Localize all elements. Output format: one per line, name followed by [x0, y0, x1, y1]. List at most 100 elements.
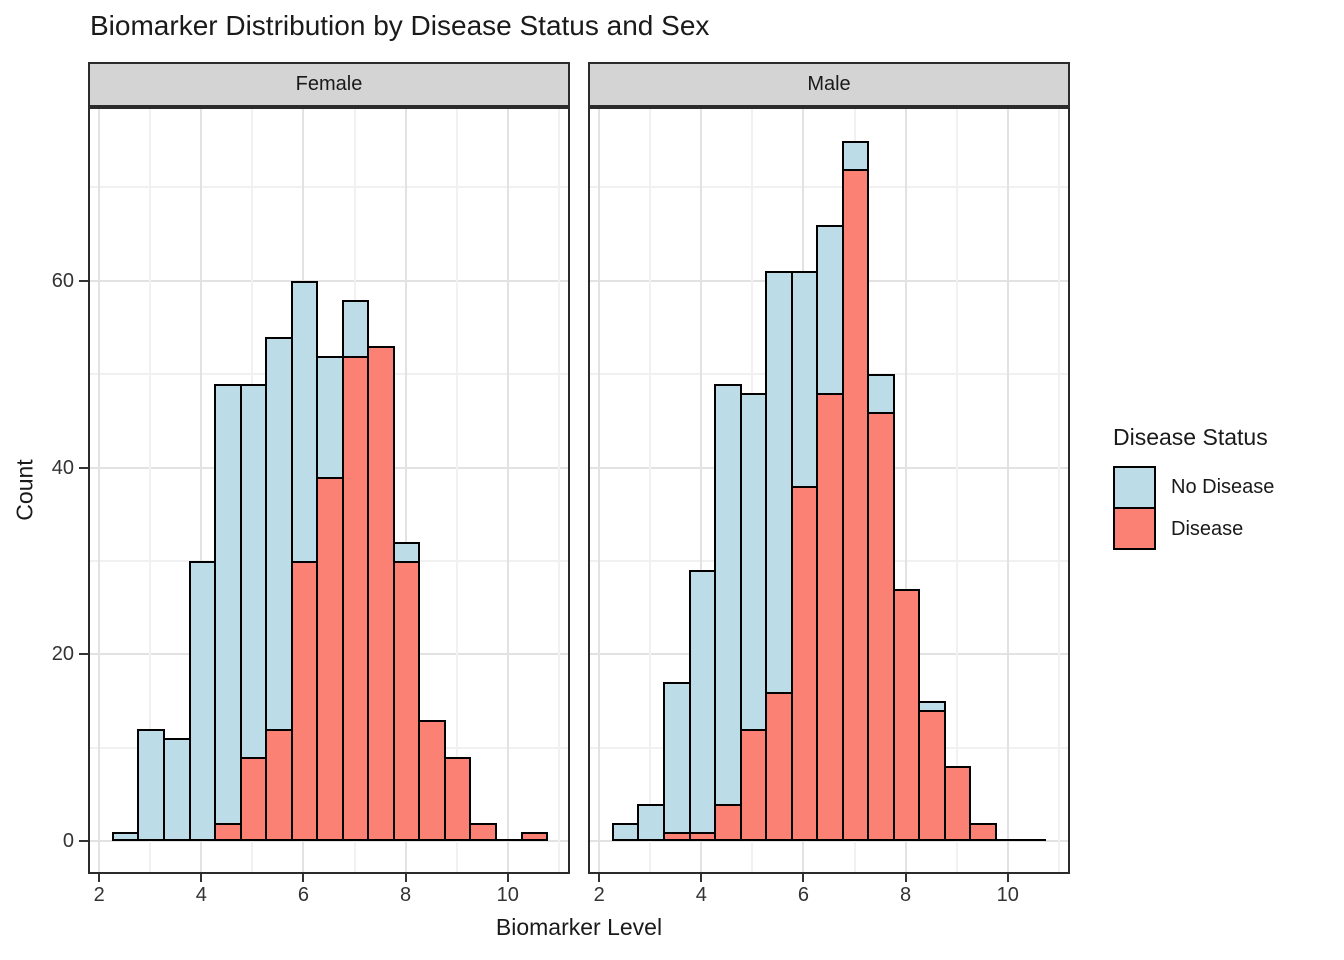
histogram-bar	[765, 691, 793, 842]
major-gridline-x	[506, 109, 509, 872]
histogram-bar	[443, 757, 472, 842]
histogram-bar	[137, 729, 166, 842]
x-tick-mark	[98, 874, 101, 882]
legend: Disease Status No Disease Disease	[1113, 424, 1274, 550]
histogram-bar-zero	[994, 839, 1021, 842]
histogram-bar	[943, 766, 972, 842]
legend-title: Disease Status	[1113, 424, 1268, 450]
y-tick-label: 0	[62, 830, 74, 853]
x-tick-mark	[506, 874, 509, 882]
no-disease-swatch-icon	[1113, 466, 1156, 509]
histogram-bar	[714, 803, 742, 842]
facet-strip-label: Female	[295, 73, 363, 95]
histogram-bar	[867, 411, 895, 842]
y-tick-label: 40	[51, 456, 74, 479]
y-axis-title: Count	[11, 459, 38, 521]
histogram-bar	[611, 822, 640, 842]
histogram-bar	[469, 822, 497, 842]
histogram-bar	[663, 831, 691, 842]
histogram-bar	[111, 831, 140, 842]
histogram-bar	[341, 355, 370, 842]
disease-swatch-icon	[1113, 509, 1156, 550]
legend-item-disease: Disease	[1113, 509, 1274, 550]
histogram-bar	[714, 383, 742, 842]
histogram-bar	[214, 822, 242, 842]
major-gridline-x	[404, 109, 407, 872]
x-tick-label: 4	[195, 884, 207, 906]
x-tick-mark	[1006, 874, 1009, 882]
major-gridline-y	[90, 840, 568, 843]
x-tick-label: 8	[400, 884, 412, 906]
histogram-bar	[265, 729, 293, 842]
x-tick-mark	[302, 874, 305, 882]
x-tick-label: 6	[297, 884, 310, 906]
minor-gridline-y	[590, 186, 1068, 189]
major-gridline-x	[98, 109, 101, 872]
y-tick-label: 20	[51, 643, 74, 666]
histogram-bar	[688, 831, 717, 842]
minor-gridline-x	[149, 109, 152, 872]
y-tick-mark	[79, 466, 88, 469]
histogram-bar	[841, 168, 870, 842]
histogram-bar	[637, 803, 666, 842]
histogram-bar	[918, 710, 946, 842]
x-tick-label: 8	[900, 884, 912, 906]
major-gridline-x	[200, 109, 203, 872]
minor-gridline-x	[557, 109, 560, 872]
legend-item-label: Disease	[1171, 518, 1244, 540]
major-gridline-y	[90, 279, 568, 282]
major-gridline-y	[590, 840, 1068, 843]
chart-title: Biomarker Distribution by Disease Status…	[90, 10, 710, 41]
major-gridline-x	[1006, 109, 1009, 872]
major-gridline-x	[904, 109, 907, 872]
x-tick-mark	[700, 874, 703, 882]
y-tick-mark	[79, 279, 88, 282]
minor-gridline-y	[90, 186, 568, 189]
x-tick-label: 6	[797, 884, 810, 906]
y-tick-label: 60	[51, 269, 74, 292]
legend-item-no-disease: No Disease	[1113, 466, 1274, 509]
minor-gridline-x	[1057, 109, 1060, 872]
facet-strip-male: Male	[588, 62, 1070, 107]
plot-panel-female	[88, 107, 570, 874]
histogram-bar	[892, 589, 921, 842]
histogram-bar	[418, 719, 446, 842]
minor-gridline-x	[649, 109, 652, 872]
histogram-bar	[790, 486, 819, 842]
histogram-bar	[816, 392, 844, 842]
x-tick-label: 10	[496, 884, 519, 906]
major-gridline-x	[700, 109, 703, 872]
histogram-bar	[290, 561, 319, 842]
y-tick-mark	[79, 653, 88, 656]
legend-item-label: No Disease	[1171, 476, 1275, 498]
minor-gridline-x	[455, 109, 458, 872]
x-tick-label: 4	[695, 884, 707, 906]
x-tick-label: 2	[93, 884, 105, 906]
histogram-bar	[969, 822, 997, 842]
histogram-bar	[688, 570, 717, 842]
x-tick-mark	[904, 874, 907, 882]
histogram-bar	[316, 476, 344, 842]
histogram-bar	[163, 738, 191, 842]
histogram-bar	[663, 682, 691, 842]
histogram-bar-zero	[1020, 839, 1047, 842]
x-tick-mark	[200, 874, 203, 882]
x-tick-mark	[598, 874, 601, 882]
histogram-bar	[520, 831, 549, 842]
plot-panel-male	[588, 107, 1070, 874]
facet-strip-female: Female	[88, 62, 570, 107]
x-tick-mark	[404, 874, 407, 882]
y-tick-mark	[79, 840, 88, 843]
histogram-bar	[739, 729, 768, 842]
x-tick-mark	[802, 874, 805, 882]
histogram-bar	[367, 346, 395, 842]
x-tick-label: 10	[996, 884, 1019, 906]
facet-strip-label: Male	[807, 73, 851, 95]
major-gridline-x	[598, 109, 601, 872]
histogram-bar	[239, 757, 268, 842]
minor-gridline-x	[955, 109, 958, 872]
histogram-bar-zero	[494, 839, 521, 842]
histogram-bar	[392, 561, 421, 842]
x-tick-label: 2	[593, 884, 605, 906]
